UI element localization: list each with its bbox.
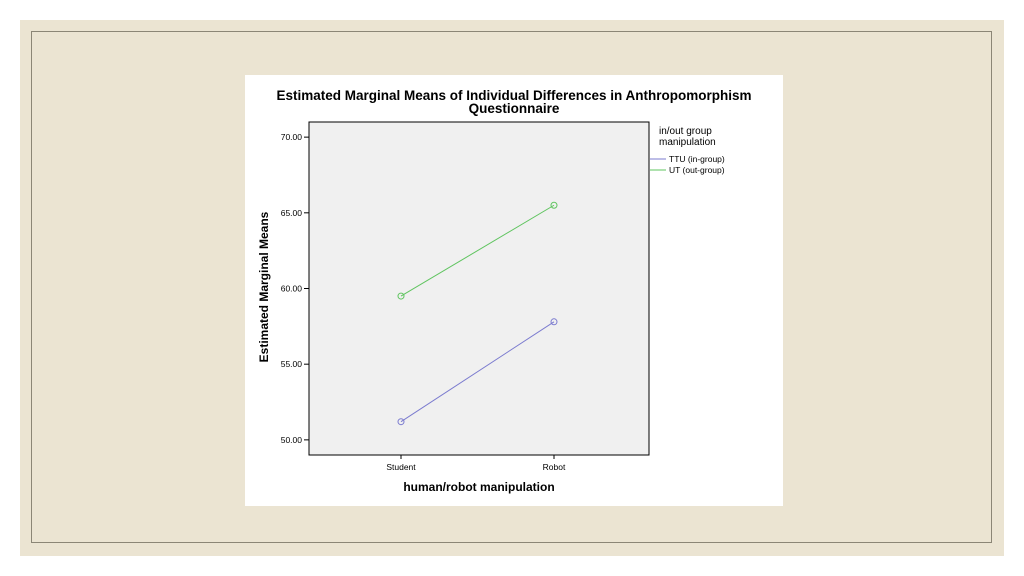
- line-chart: Estimated Marginal Means of Individual D…: [257, 88, 752, 494]
- x-axis-title: human/robot manipulation: [403, 480, 554, 494]
- series-line: [400, 204, 555, 297]
- plot-area: [308, 121, 650, 456]
- y-axis: 50.00 55.00 60.00 65.00 70.00: [281, 132, 309, 445]
- chart-figure: Estimated Marginal Means of Individual D…: [245, 75, 783, 506]
- data-point: [397, 418, 405, 426]
- series-group: [397, 201, 558, 426]
- x-tick-label: Student: [386, 462, 416, 472]
- chart-title-line2: Questionnaire: [469, 101, 560, 116]
- legend: in/out group manipulation TTU (in-group)…: [650, 126, 725, 175]
- y-axis-title: Estimated Marginal Means: [257, 211, 271, 362]
- y-tick-label: 50.00: [281, 435, 303, 445]
- data-point: [550, 318, 558, 326]
- legend-title-line2: manipulation: [659, 137, 716, 148]
- y-tick-label: 60.00: [281, 284, 303, 294]
- series-line: [400, 321, 555, 423]
- legend-item-label: UT (out-group): [669, 165, 725, 175]
- y-tick-label: 65.00: [281, 208, 303, 218]
- slide-frame: [31, 31, 992, 543]
- data-point: [397, 292, 405, 300]
- chart-title-line1: Estimated Marginal Means of Individual D…: [276, 88, 751, 103]
- y-tick-label: 55.00: [281, 359, 303, 369]
- data-point: [550, 201, 558, 209]
- x-axis: Student Robot: [386, 455, 566, 472]
- legend-title-line1: in/out group: [659, 126, 712, 137]
- legend-item-label: TTU (in-group): [669, 154, 725, 164]
- y-tick-label: 70.00: [281, 132, 303, 142]
- x-tick-label: Robot: [543, 462, 566, 472]
- legend-items: TTU (in-group)UT (out-group): [650, 154, 725, 175]
